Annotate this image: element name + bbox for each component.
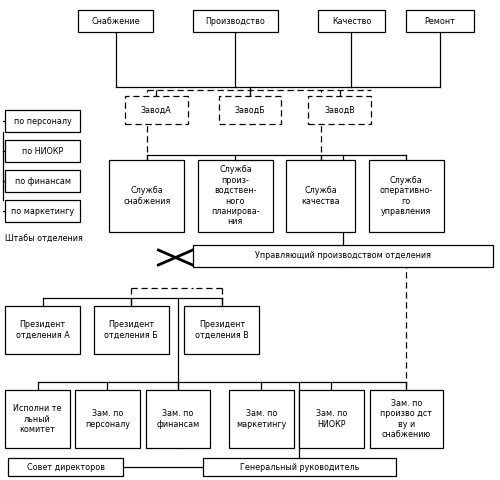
FancyBboxPatch shape [5,140,80,162]
FancyBboxPatch shape [203,458,396,476]
FancyBboxPatch shape [110,160,184,232]
FancyBboxPatch shape [299,390,364,448]
FancyBboxPatch shape [286,160,355,232]
FancyBboxPatch shape [78,10,153,32]
FancyBboxPatch shape [308,96,371,124]
Text: Зам. по
финансам: Зам. по финансам [156,409,200,429]
FancyBboxPatch shape [75,390,140,448]
Text: Зам. по
произво дст
ву и
снабжению: Зам. по произво дст ву и снабжению [380,399,432,439]
FancyBboxPatch shape [318,10,386,32]
Text: Совет директоров: Совет директоров [26,463,104,471]
FancyBboxPatch shape [8,458,123,476]
FancyBboxPatch shape [192,245,492,267]
Text: Президент
отделения А: Президент отделения А [16,320,70,340]
FancyBboxPatch shape [5,110,80,132]
Text: по персоналу: по персоналу [14,117,72,125]
Text: Служба
произ-
водствен-
ного
планирова-
ния: Служба произ- водствен- ного планирова- … [211,166,260,227]
Text: ЗаводА: ЗаводА [141,106,172,115]
Text: Служба
оперативно-
го
управления: Служба оперативно- го управления [380,176,433,216]
Text: ЗаводБ: ЗаводБ [234,106,266,115]
FancyBboxPatch shape [229,390,294,448]
Text: Исполни те
льный
комитет: Исполни те льный комитет [13,404,62,434]
Text: Генеральный руководитель: Генеральный руководитель [240,463,359,471]
FancyBboxPatch shape [94,306,169,354]
Text: Производство: Производство [206,16,266,25]
FancyBboxPatch shape [146,390,210,448]
FancyBboxPatch shape [192,10,278,32]
Text: Президент
отделения В: Президент отделения В [195,320,249,340]
Text: Зам. по
персоналу: Зам. по персоналу [85,409,130,429]
FancyBboxPatch shape [406,10,474,32]
Text: Зам. по
НИОКР: Зам. по НИОКР [316,409,347,429]
FancyBboxPatch shape [369,160,444,232]
FancyBboxPatch shape [125,96,188,124]
Text: Качество: Качество [332,16,371,25]
Text: Служба
снабжения: Служба снабжения [123,186,170,206]
Text: ЗаводВ: ЗаводВ [324,106,355,115]
Text: Ремонт: Ремонт [424,16,456,25]
FancyBboxPatch shape [198,160,273,232]
Text: по финансам: по финансам [14,177,70,185]
Text: Штабы отделения: Штабы отделения [5,233,83,242]
Text: Снабжение: Снабжение [92,16,140,25]
Text: Зам. по
маркетингу: Зам. по маркетингу [236,409,286,429]
FancyBboxPatch shape [370,390,442,448]
FancyBboxPatch shape [5,170,80,192]
FancyBboxPatch shape [5,306,80,354]
Text: Президент
отделения Б: Президент отделения Б [104,320,158,340]
FancyBboxPatch shape [219,96,281,124]
Text: по НИОКР: по НИОКР [22,146,64,156]
Text: Управляющий производством отделения: Управляющий производством отделения [254,252,430,261]
FancyBboxPatch shape [5,390,70,448]
Text: по маркетингу: по маркетингу [11,206,74,216]
Text: Служба
качества: Служба качества [302,186,340,206]
FancyBboxPatch shape [184,306,260,354]
FancyBboxPatch shape [5,200,80,222]
